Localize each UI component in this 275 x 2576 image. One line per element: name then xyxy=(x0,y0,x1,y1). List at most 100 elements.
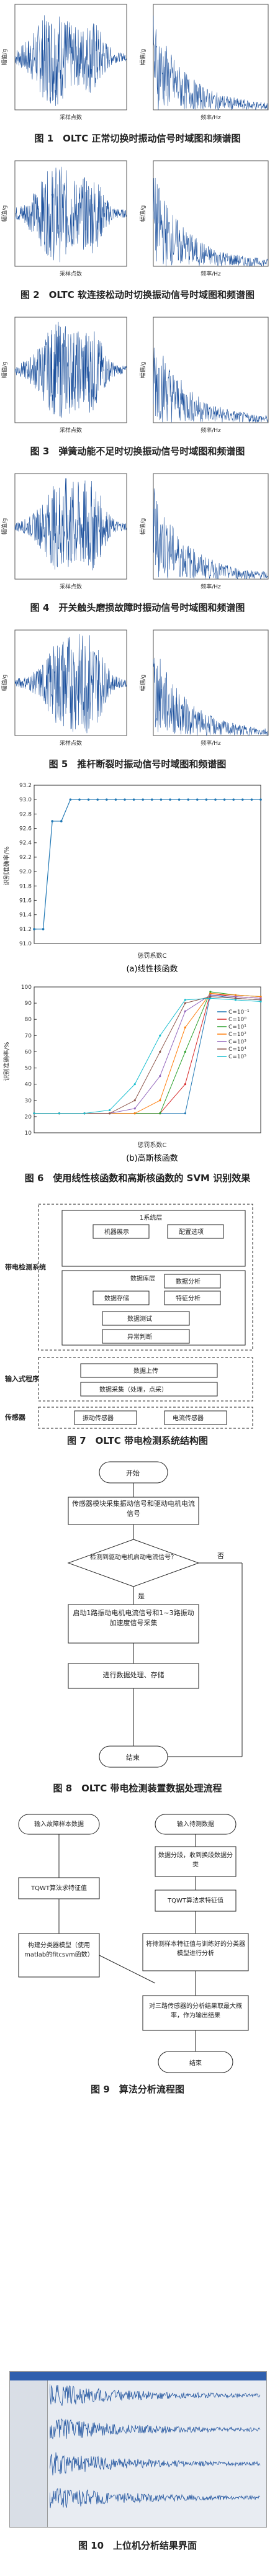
chartA-ytick: 92.8 xyxy=(19,811,32,817)
fig3-caption: 图 3 弹簧动能不足时切换振动信号时域图和频谱图 xyxy=(30,446,245,457)
freq-ylabel: 幅值/g xyxy=(140,362,147,379)
alg-left-1: TQWT算法求特征值 xyxy=(31,1885,87,1892)
figure-9: 输入故障样本数据 TQWT算法求特征值 构建分类器模型（使用matlab的fit… xyxy=(0,1809,275,2157)
freq-ylabel: 幅值/g xyxy=(140,675,147,691)
chartA-point xyxy=(132,798,135,801)
chartA-ytick: 92.4 xyxy=(19,840,32,847)
chartB-ytick: 100 xyxy=(21,984,32,991)
system-container xyxy=(38,1204,253,1351)
chartB-point xyxy=(83,1112,86,1115)
chartA-ytick: 91.0 xyxy=(19,941,32,947)
flow-step-store xyxy=(68,1663,199,1689)
chartB-point xyxy=(109,1112,111,1115)
ui-waveform-trace xyxy=(50,2418,261,2439)
chartB-legend-entry: C=10¹ xyxy=(228,1024,246,1030)
item-cur-sensor: 电流传感器 xyxy=(173,1414,204,1422)
chartB-point xyxy=(259,999,262,1001)
chartB-point xyxy=(133,1083,136,1086)
chartA-point xyxy=(214,798,217,801)
chartB-point xyxy=(209,991,212,993)
chartA-point xyxy=(178,798,181,801)
chartB-ytick: 40 xyxy=(25,1082,32,1088)
freq-ylabel: 幅值/g xyxy=(140,205,147,222)
chartB-point xyxy=(234,997,237,999)
item-upload: 数据上传 xyxy=(133,1367,158,1375)
chartA-point xyxy=(151,798,153,801)
chartA-point xyxy=(259,798,262,801)
fig4-caption: 图 4 开关触头磨损故障时振动信号时域图和频谱图 xyxy=(30,602,245,613)
chartB-point xyxy=(184,1050,186,1053)
chartB-point xyxy=(184,1112,186,1115)
label-sensor: 传感器 xyxy=(4,1413,26,1421)
chartA-point xyxy=(42,928,45,930)
fig1-time-plot: 采样点数 幅值/g xyxy=(1,4,127,121)
chartB-legend-entry: C=10² xyxy=(228,1032,246,1038)
chartA-point xyxy=(187,798,190,801)
fig5-caption: 图 5 推杆断裂时振动信号时域图和频谱图 xyxy=(48,759,227,770)
chartB-point xyxy=(209,997,212,999)
time-ylabel: 幅值/g xyxy=(1,49,8,66)
fig10-caption: 图 10 上位机分析结果界面 xyxy=(78,2540,197,2551)
chartB-point xyxy=(58,1112,61,1115)
chartB-point xyxy=(159,1112,161,1115)
alg-right-3: 将待测样本特征值与训练好的分类器模型进行分析 xyxy=(146,1941,245,1957)
chartB-point xyxy=(184,1083,186,1086)
chartB-legend-entry: C=10⁵ xyxy=(228,1054,246,1060)
chartB-point xyxy=(109,1109,111,1112)
ui-waveforms xyxy=(50,2384,261,2508)
chartB-ytick: 30 xyxy=(25,1098,32,1104)
chartB-legend-entry: C=10⁰ xyxy=(228,1017,246,1023)
figure-4: 采样点数 幅值/g 频率/Hz 幅值/g 图 4 开关触头磨损故障时振动信号时域图和… xyxy=(0,469,275,618)
alg-right-2: TQWT算法求特征值 xyxy=(168,1898,223,1904)
fig2-freq-plot: 频率/Hz 幅值/g xyxy=(140,160,269,277)
flow-decision-text: 检测到驱动电机启动电流信号？ xyxy=(90,1554,177,1561)
chartA-point xyxy=(232,798,235,801)
freq-xlabel: 频率/Hz xyxy=(201,270,221,277)
figure-3: 采样点数 幅值/g 频率/Hz 幅值/g 图 3 弹簧动能不足时切换振动信号时域图和… xyxy=(0,313,275,462)
chartB-legend-entry: C=10³ xyxy=(228,1039,246,1045)
chartB-legend-entry: C=10⁴ xyxy=(228,1047,246,1053)
item-config: 配置选项 xyxy=(179,1228,204,1236)
item-storage: 数据存储 xyxy=(104,1294,129,1302)
fig4-freq-plot: 频率/Hz 幅值/g xyxy=(140,473,269,590)
flow-step-acquire-text: 传感器模块采集振动信号和驱动电机电流信号 xyxy=(72,1500,195,1518)
chartB-point xyxy=(259,996,262,998)
chartA-xlabel: 惩罚系数C xyxy=(138,952,167,960)
chartA-point xyxy=(33,928,35,930)
alg-right-5: 结束 xyxy=(189,2060,202,2067)
time-xlabel: 采样点数 xyxy=(60,114,82,121)
flow-step-acquire xyxy=(68,1497,199,1525)
chartB-subtitle: (b)高斯核函数 xyxy=(126,1153,178,1163)
database-layer-box xyxy=(61,1270,246,1346)
chartA-point xyxy=(205,798,208,801)
chartA-point xyxy=(78,798,81,801)
fig6-caption: 图 6 使用线性核函数和高斯核函数的 SVM 识别效果 xyxy=(24,1173,251,1184)
program-container xyxy=(38,1357,253,1402)
freq-xlabel: 频率/Hz xyxy=(201,426,221,434)
alg-right-0: 输入待测数据 xyxy=(177,1821,214,1828)
chartB-point xyxy=(209,992,212,995)
chartA-subtitle: (a)线性核函数 xyxy=(126,965,178,974)
flow-step-start-acq-text: 启动1路振动电机电流信号和1~3路振动加速度信号采集 xyxy=(73,1609,194,1627)
chartB-point xyxy=(133,1107,136,1110)
chartA-ytick: 93.0 xyxy=(19,797,32,803)
system-layer-box xyxy=(61,1210,246,1267)
label-program: 输入式程序 xyxy=(5,1374,39,1383)
chartA-point xyxy=(196,798,199,801)
fig9-caption: 图 9 算法分析流程图 xyxy=(91,2084,184,2095)
chartA-point xyxy=(160,798,163,801)
chartA-point xyxy=(241,798,244,801)
chartA-line xyxy=(34,799,261,930)
figure-2: 采样点数 幅值/g 频率/Hz 幅值/g 图 2 OLTC 软连接松动时切换振动信号… xyxy=(0,156,275,305)
chartB-ytick: 50 xyxy=(25,1066,32,1072)
item-display: 机器展示 xyxy=(104,1228,129,1236)
chartA-ytick: 92.0 xyxy=(19,869,32,875)
chartB-point xyxy=(159,1034,161,1037)
chartA-ytick: 91.2 xyxy=(19,927,32,933)
chartA-point xyxy=(106,798,108,801)
chartA-point xyxy=(87,798,90,801)
label-system: 带电检测系统 xyxy=(5,1263,46,1271)
chartB-point xyxy=(159,1099,161,1102)
chartA-ylabel: 识别准确率/% xyxy=(2,847,11,886)
chartA-point xyxy=(114,798,117,801)
